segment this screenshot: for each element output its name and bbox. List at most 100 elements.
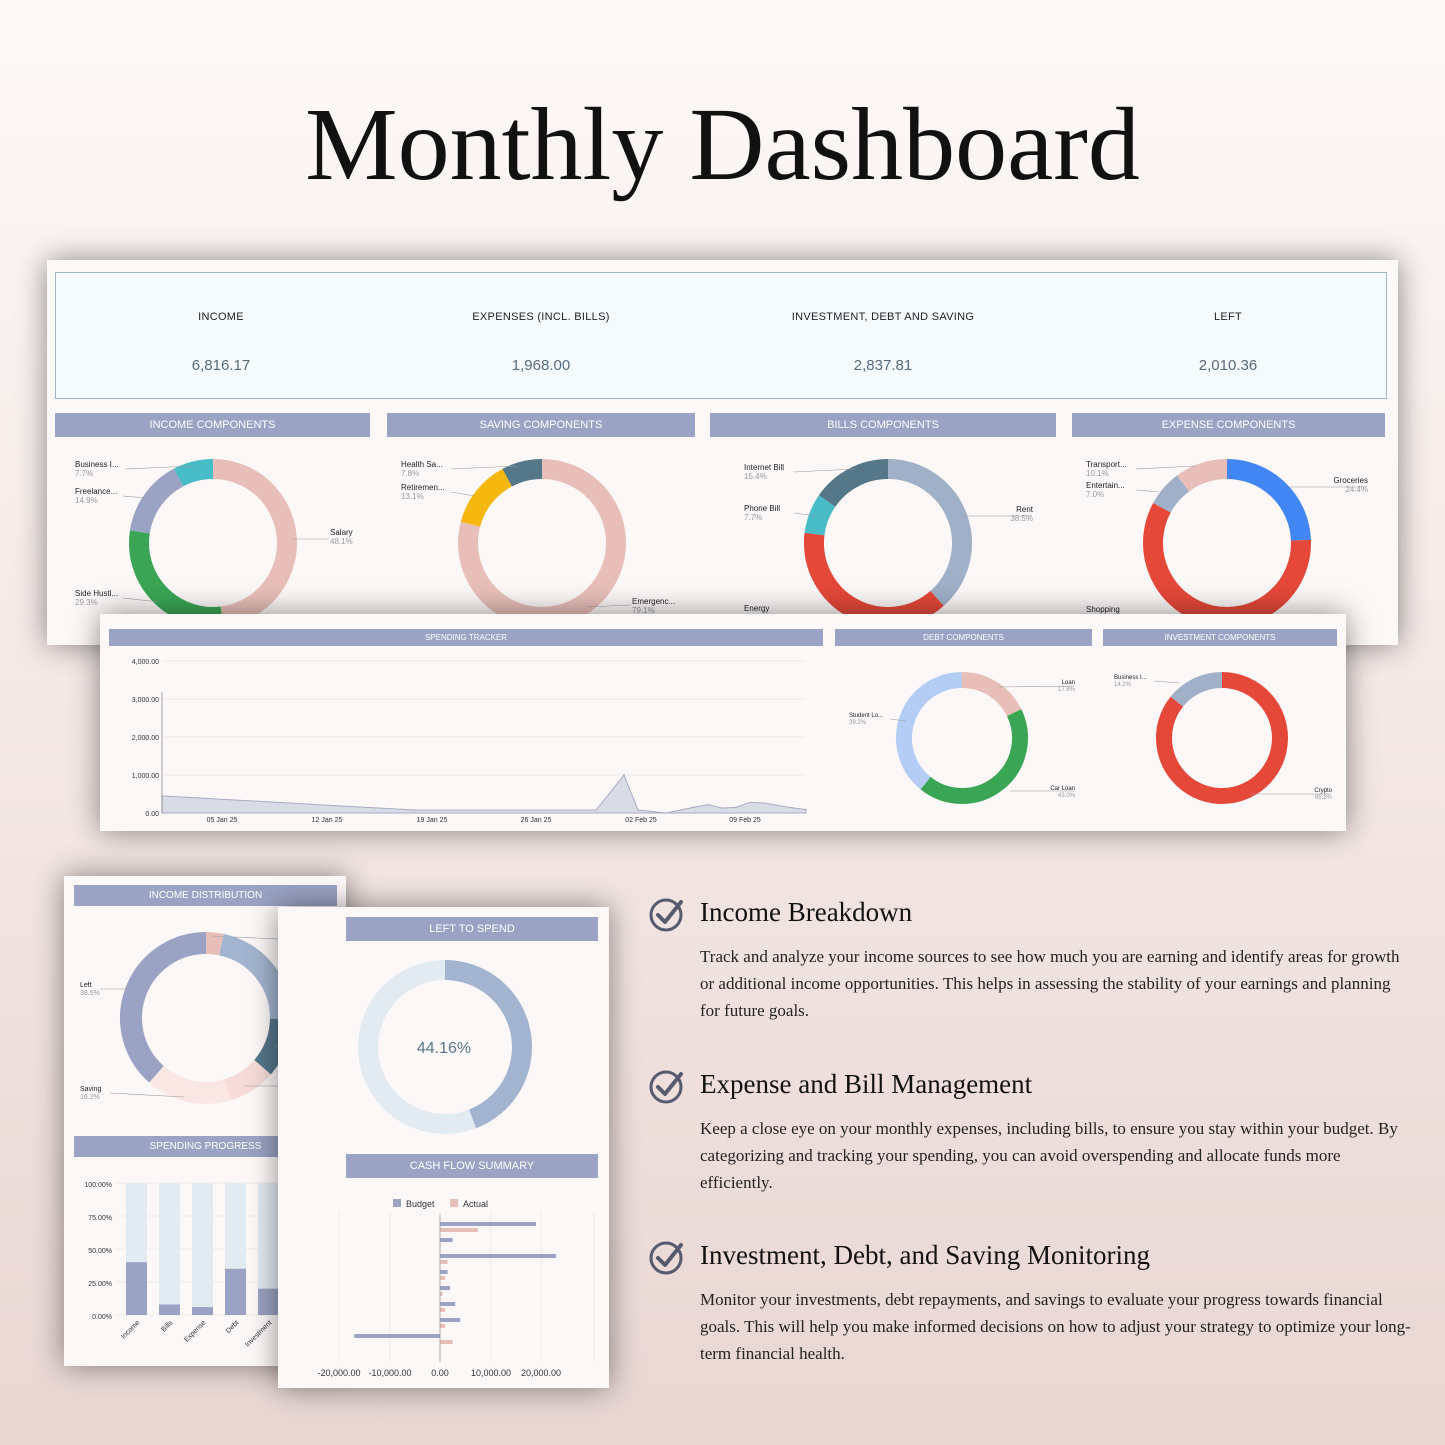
tracker-x-tick: 19 Jan 25	[417, 817, 448, 824]
legend-actual-swatch	[450, 1199, 458, 1207]
donut-slice	[212, 459, 297, 627]
donut-slice	[1170, 672, 1223, 707]
slice-pct: 85.8%	[1315, 795, 1333, 801]
bills-components-header: BILLS COMPONENTS	[710, 413, 1056, 437]
slice-pct: 14.2%	[1114, 682, 1132, 688]
progress-category-label: Expense	[183, 1319, 207, 1343]
slice-label: Salary	[330, 528, 353, 537]
slice-label: Internet Bill	[744, 463, 784, 472]
progress-bar-track	[258, 1183, 279, 1315]
cashflow-x-tick: 10,000.00	[471, 1368, 511, 1378]
spending-tracker-svg: 05 Jan 25 12 Jan 25 19 Jan 25 26 Jan 25 …	[132, 659, 1333, 824]
tracker-point	[763, 802, 765, 804]
dashboard-summary-sheet: INCOME 6,816.17 EXPENSES (INCL. BILLS) 1…	[47, 260, 1398, 645]
left-to-spend-header: LEFT TO SPEND	[346, 917, 598, 941]
tracker-x-ticks: 05 Jan 25 12 Jan 25 19 Jan 25 26 Jan 25 …	[207, 817, 761, 824]
cashflow-budget-bar	[440, 1318, 461, 1322]
progress-bar	[225, 1268, 246, 1315]
cashflow-x-tick: 0.00	[431, 1368, 449, 1378]
tracker-point	[637, 809, 639, 811]
left-to-spend-sheet: LEFT TO SPEND CASH FLOW SUMMARY 44.16% B…	[278, 907, 609, 1388]
cashflow-actual-bar	[440, 1340, 453, 1344]
kpi-label: INVESTMENT, DEBT AND SAVING	[791, 311, 975, 323]
slice-label: Energy	[744, 604, 769, 613]
progress-y-tick: 0.00%	[92, 1314, 112, 1321]
cashflow-budget-bar	[440, 1254, 557, 1258]
slice-pct: 7.0%	[1086, 490, 1104, 499]
kpi-label: LEFT	[1213, 311, 1243, 323]
tracker-x-tick: 26 Jan 25	[521, 817, 552, 824]
slice-pct: 7.7%	[744, 513, 762, 522]
leader-line	[1135, 465, 1196, 470]
progress-bar	[192, 1307, 213, 1315]
tracker-y-tick: 3,000.00	[132, 697, 159, 704]
income-components-header: INCOME COMPONENTS	[55, 413, 370, 437]
income-distribution-header: INCOME DISTRIBUTION	[74, 885, 337, 906]
progress-category-label: Debt	[225, 1319, 240, 1334]
cashflow-actual-bar	[440, 1292, 443, 1296]
donut-slice	[896, 672, 963, 790]
legend-budget-swatch	[393, 1199, 401, 1207]
slice-label: Side Hustl...	[75, 589, 118, 598]
slice-pct: 10.1%	[1086, 469, 1109, 478]
slice-label: Rent	[1016, 505, 1034, 514]
slice-pct: 17.8%	[1058, 687, 1076, 693]
progress-bar-track	[159, 1183, 180, 1315]
cashflow-x-ticks: -20,000.00 -10,000.00 0.00 10,000.00 20,…	[317, 1368, 561, 1378]
slice-pct: 38.5%	[1010, 514, 1033, 523]
left-to-spend-svg: 44.16% Budget Actual -20,000.00 -10,000.…	[317, 960, 595, 1378]
donut-slice	[887, 459, 972, 606]
feature-title: Investment, Debt, and Saving Monitoring	[700, 1240, 1150, 1270]
leader-line	[586, 604, 632, 608]
slice-pct: 38.5%	[80, 990, 100, 997]
debt-components-header: DEBT COMPONENTS	[835, 629, 1092, 646]
slice-pct: 15.4%	[744, 472, 767, 481]
progress-bar	[126, 1262, 147, 1315]
progress-y-tick: 75.00%	[88, 1215, 112, 1222]
donut-slice	[1226, 459, 1311, 541]
slice-label: Phone Bill	[744, 504, 780, 513]
leader-line	[793, 468, 856, 473]
progress-y-tick: 25.00%	[88, 1281, 112, 1288]
donut-slice	[218, 933, 292, 1020]
spending-tracker-sheet: SPENDING TRACKER DEBT COMPONENTS INVESTM…	[100, 614, 1346, 831]
tracker-point	[707, 803, 709, 806]
cashflow-budget-bar	[440, 1286, 451, 1290]
slice-label: Saving	[80, 1086, 102, 1093]
tracker-point	[735, 806, 737, 809]
slice-label: Retiremen...	[401, 483, 445, 492]
kpi-label: EXPENSES (INCL. BILLS)	[472, 311, 610, 323]
donut-slice	[224, 1059, 271, 1101]
kpi-value: 1,968.00	[511, 357, 571, 374]
cashflow-budget-bar	[354, 1334, 440, 1338]
slice-pct: 24.4%	[1345, 485, 1368, 494]
progress-y-tick: 100.00%	[84, 1182, 112, 1189]
expense-components-header: EXPENSE COMPONENTS	[1072, 413, 1385, 437]
cashflow-budget-bar	[440, 1270, 448, 1274]
slice-label: Crypto	[1314, 788, 1332, 794]
cashflow-x-tick: -20,000.00	[317, 1368, 360, 1378]
tracker-y-tick: 2,000.00	[132, 735, 159, 742]
donut-slice	[804, 532, 944, 627]
cashflow-actual-bar	[440, 1228, 478, 1232]
donut-slice	[129, 468, 184, 534]
donut-slice	[458, 459, 626, 627]
tracker-point	[777, 804, 779, 807]
slice-label: Health Sa...	[401, 460, 443, 469]
leader-line	[450, 491, 476, 497]
tracker-x-tick: 05 Jan 25	[207, 817, 238, 824]
donut-slice	[173, 459, 214, 487]
leader-line	[997, 685, 1075, 688]
kpi-label: INCOME	[198, 311, 244, 323]
tracker-point	[623, 774, 625, 776]
leader-line	[122, 597, 160, 603]
slice-label: Transport...	[1086, 460, 1127, 469]
tracker-x-tick: 09 Feb 25	[729, 817, 761, 824]
slice-label: Entertain...	[1086, 481, 1125, 490]
check-circle-icon	[649, 898, 683, 932]
progress-bar	[159, 1304, 180, 1315]
progress-y-tick: 50.00%	[88, 1248, 112, 1255]
donut-slice	[961, 672, 1022, 717]
spending-progress-header: SPENDING PROGRESS	[74, 1136, 337, 1157]
